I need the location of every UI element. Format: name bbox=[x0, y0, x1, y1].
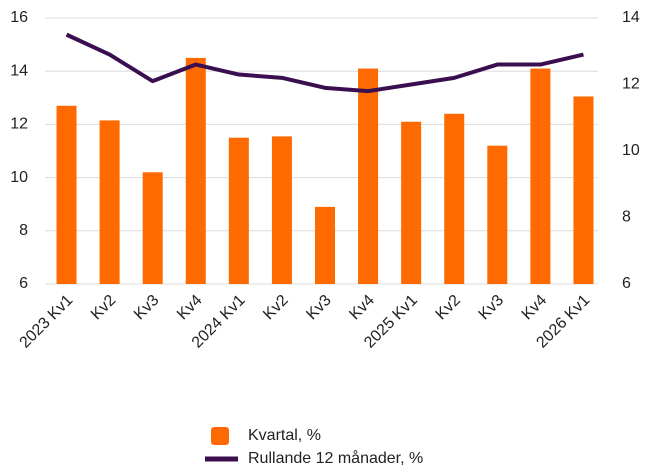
bar bbox=[530, 68, 551, 284]
x-tick-label: Kv4 bbox=[346, 292, 378, 324]
x-tick-label: Kv4 bbox=[174, 292, 206, 324]
y2-tick-label: 10 bbox=[622, 142, 640, 159]
bar bbox=[271, 136, 292, 284]
line bbox=[65, 32, 584, 94]
y-tick-label: 12 bbox=[10, 116, 28, 133]
bar bbox=[185, 57, 206, 285]
x-tick-label: Kv2 bbox=[260, 292, 292, 324]
y-tick-label: 10 bbox=[10, 169, 28, 186]
bar bbox=[573, 96, 594, 284]
bar bbox=[401, 121, 422, 285]
legend-label: Kvartal, % bbox=[248, 427, 321, 444]
bar bbox=[56, 105, 77, 284]
y-tick-label: 14 bbox=[10, 62, 28, 79]
legend-swatch bbox=[211, 427, 229, 445]
legend-label: Rullande 12 månader, % bbox=[248, 449, 423, 467]
x-tick-label: 2023 Kv1 bbox=[17, 292, 77, 352]
x-tick-label: Kv3 bbox=[303, 292, 335, 324]
bar bbox=[358, 68, 379, 284]
y2-tick-label: 6 bbox=[622, 275, 631, 292]
x-tick-label: Kv2 bbox=[433, 292, 465, 324]
bar bbox=[444, 113, 465, 284]
x-tick-label: Kv2 bbox=[88, 292, 120, 324]
x-tick-label: Kv3 bbox=[131, 292, 163, 324]
bar bbox=[142, 172, 163, 284]
bar bbox=[99, 120, 120, 284]
y-tick-label: 6 bbox=[19, 275, 28, 292]
x-tick-label: Kv3 bbox=[476, 292, 508, 324]
bar bbox=[315, 206, 335, 284]
bar bbox=[487, 145, 508, 284]
x-tick-label: Kv4 bbox=[519, 292, 551, 324]
bar bbox=[228, 137, 249, 284]
y2-tick-label: 14 bbox=[622, 9, 640, 26]
y2-tick-label: 12 bbox=[622, 76, 640, 93]
y-tick-label: 8 bbox=[19, 222, 28, 239]
y2-tick-label: 8 bbox=[622, 209, 631, 226]
y-tick-label: 16 bbox=[10, 9, 28, 26]
